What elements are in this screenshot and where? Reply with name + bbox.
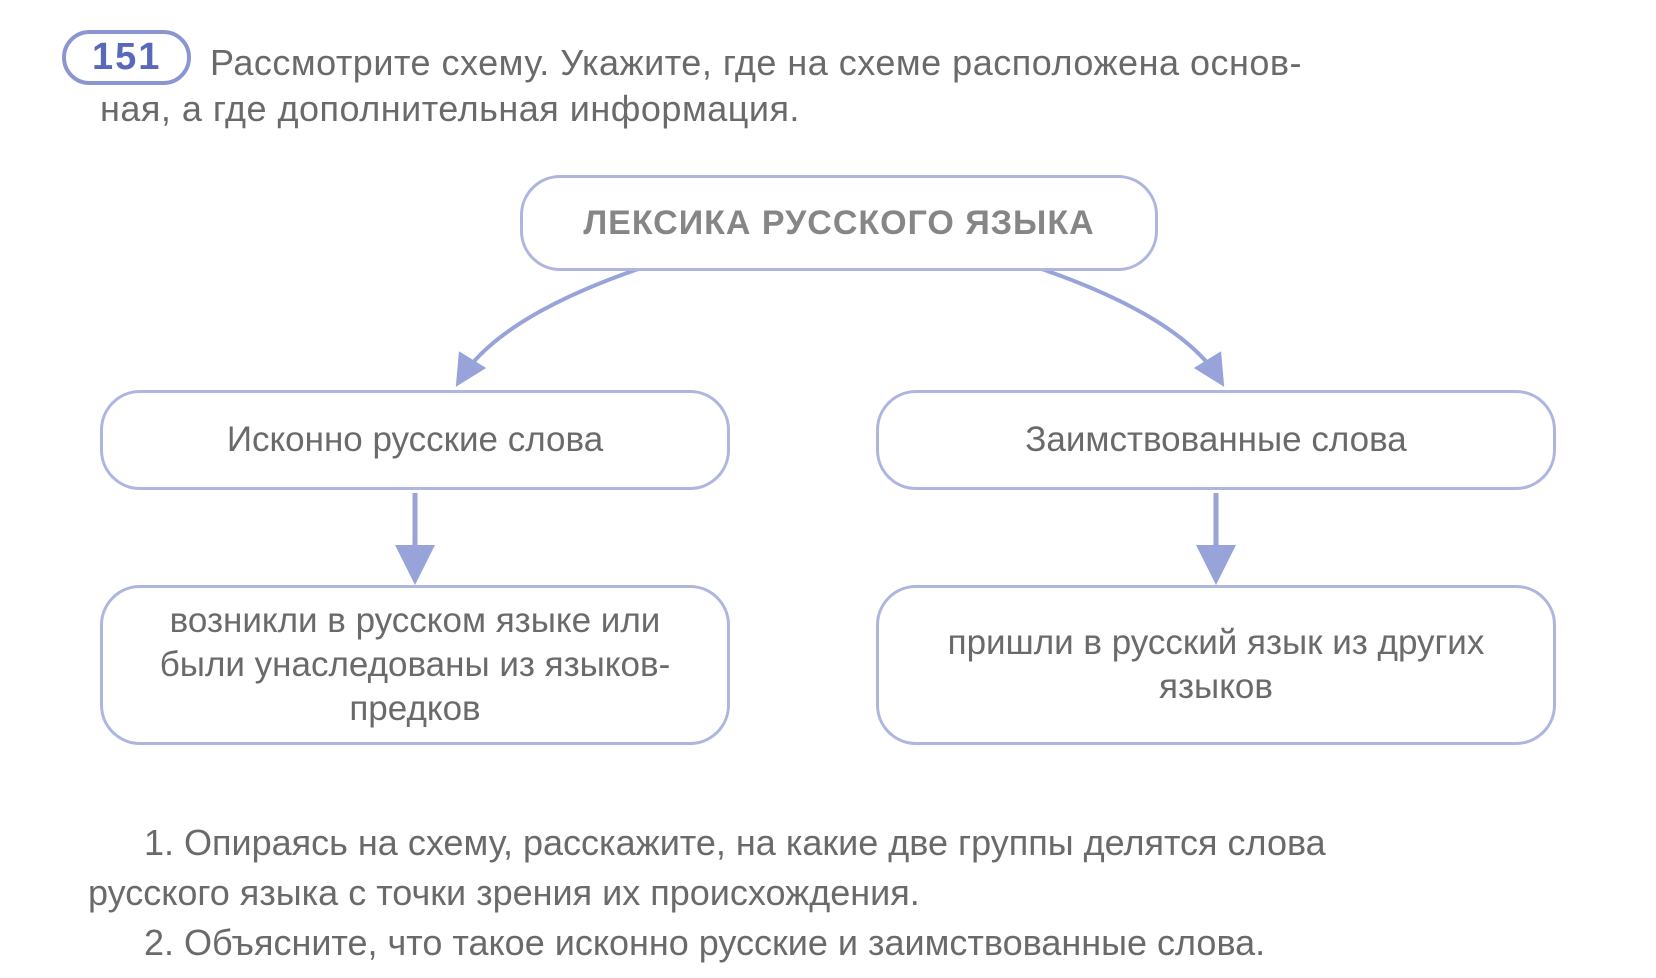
question-1-line1: 1. Опираясь на схему, расскажите, на как… bbox=[88, 818, 1606, 868]
intro-text-line2: ная, а где дополнительная информация. bbox=[100, 88, 800, 130]
diagram-node-root: ЛЕКСИКА РУССКОГО ЯЗЫКА bbox=[520, 175, 1158, 271]
question-1-line2: русского языка с точки зрения их происхо… bbox=[88, 868, 1606, 918]
diagram-container: ЛЕКСИКА РУССКОГО ЯЗЫКА Исконно русские с… bbox=[0, 165, 1656, 745]
diagram-node-left1: Исконно русские слова bbox=[100, 390, 730, 490]
diagram-node-right2: пришли в русский язык из других языков bbox=[876, 585, 1556, 745]
diagram-node-left2: возникли в русском языке или были унасле… bbox=[100, 585, 730, 745]
diagram-node-right1: Заимствованные слова bbox=[876, 390, 1556, 490]
question-2: 2. Объясните, что такое исконно русские … bbox=[88, 918, 1606, 968]
intro-text-line1: Рассмотрите схему. Укажите, где на схеме… bbox=[210, 38, 1616, 88]
exercise-number-badge: 151 bbox=[62, 30, 191, 85]
